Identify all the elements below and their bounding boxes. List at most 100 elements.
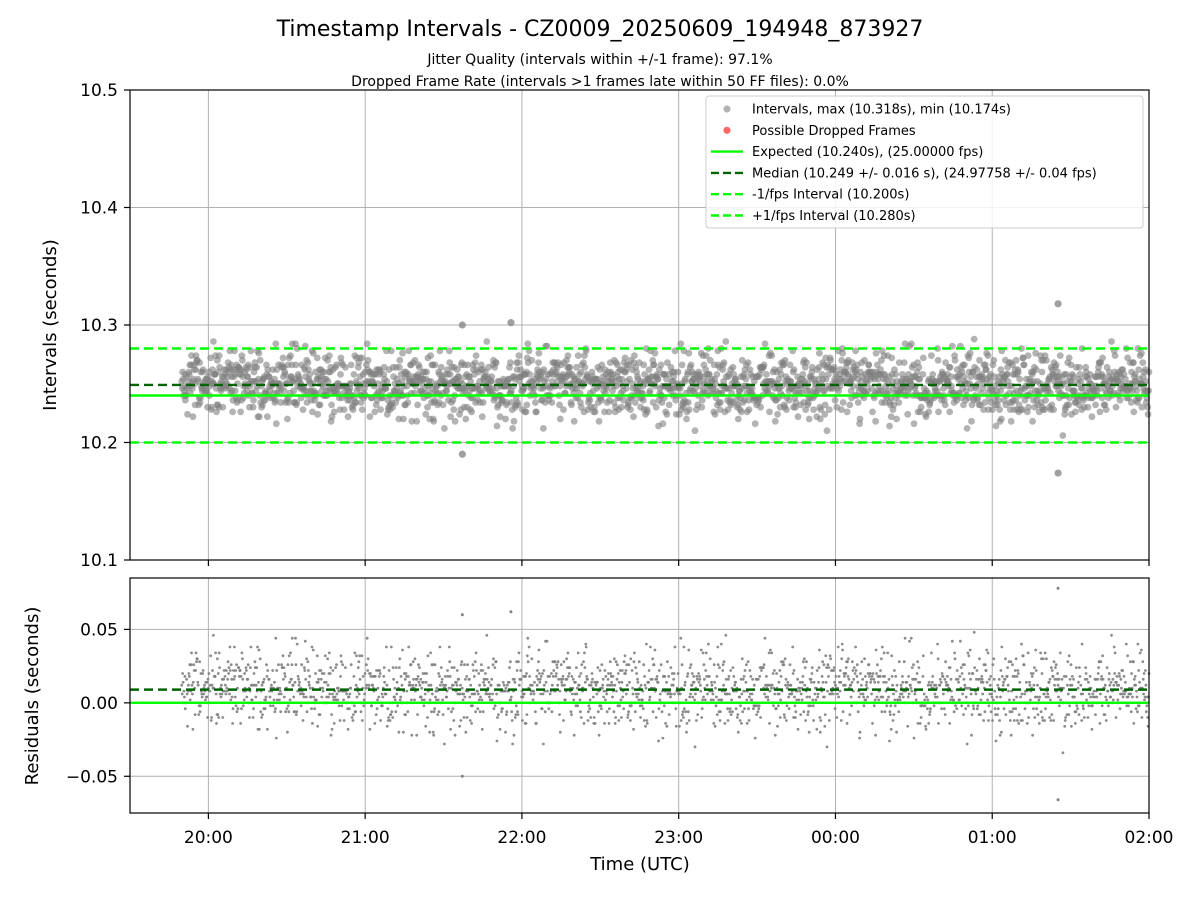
interval-point [951,356,959,364]
interval-point [1043,356,1050,364]
residual-point [339,675,342,678]
residual-point [441,698,444,702]
residual-point [445,695,448,699]
residual-point [982,719,985,722]
residuals-plot: −0.050.000.05 20:00 21:00 22:00 23:00 00:00 0… [22,577,1174,875]
residual-point [371,683,374,687]
residual-point [306,660,310,664]
residual-point [620,669,624,672]
residual-point [490,698,494,702]
residual-point [1144,669,1147,672]
residual-point [469,683,473,687]
residual-point [302,692,305,696]
residual-point [477,672,481,675]
residual-point [411,683,415,687]
residual-point [826,689,829,693]
residual-point [958,698,961,702]
residual-point [669,695,672,699]
interval-point [556,415,564,423]
interval-point [783,406,790,413]
residual-point [377,695,381,699]
residual-point [422,680,425,684]
residual-point [332,722,336,725]
residual-point [864,675,867,678]
residual-point [909,683,912,687]
residual-point [1017,722,1021,725]
residual-point [786,680,790,684]
interval-point [1018,345,1025,352]
residual-point [957,680,960,684]
interval-point [416,363,423,371]
residual-point [1025,680,1028,684]
residual-point [447,686,451,690]
residual-point [209,654,213,658]
residual-point [1117,683,1121,687]
residual-point [281,654,285,658]
residual-point [260,683,264,687]
residual-point [303,669,307,672]
residual-point [575,686,579,690]
residual-point [412,677,415,681]
residual-point [515,669,519,672]
interval-point [744,359,752,366]
residual-point [859,672,862,675]
residual-point [662,704,666,708]
residual-point [924,724,927,728]
interval-point [893,415,900,423]
interval-point [837,406,845,413]
residual-point [768,722,771,725]
residual-point [864,698,868,702]
residual-point [655,677,659,681]
residual-point [670,692,673,696]
residual-point [315,698,318,702]
residual-point [452,719,456,722]
residual-point [347,695,351,699]
residual-point [1142,692,1145,696]
interval-point [1059,432,1067,439]
residual-point [730,698,733,702]
residual-point [468,677,471,681]
interval-point [574,352,582,359]
residual-point [327,695,330,699]
residual-point [710,683,714,687]
residual-point [449,686,453,690]
intervals-y-tick-label: 10.1 [80,551,118,571]
residual-point [601,683,605,687]
residual-point [898,698,902,702]
residual-point [225,686,229,690]
interval-point [702,352,710,359]
residual-point [596,666,600,669]
residual-point [256,645,259,649]
residual-point [585,675,589,678]
interval-point [411,356,419,364]
residual-point [288,680,292,684]
residual-point [909,686,913,690]
residual-point [294,636,297,640]
residual-point [1048,716,1051,719]
interval-point [1038,368,1046,376]
interval-point [532,408,540,416]
residual-point [561,677,564,681]
residual-point [241,704,245,708]
residual-point [422,704,426,708]
residual-point [414,683,418,687]
residual-point [980,675,984,678]
residual-point [895,730,898,734]
residual-point [686,710,690,714]
residual-point [846,660,849,664]
residual-point [264,695,268,699]
residual-point [220,692,224,696]
residual-point [337,704,341,708]
interval-point [522,408,530,416]
interval-point [981,399,989,406]
residual-point [1146,716,1150,719]
interval-point [856,415,864,423]
residual-point [914,677,918,681]
residual-point [861,692,865,696]
residual-point [1130,672,1133,675]
residual-point [539,692,543,696]
residual-point [843,675,846,678]
residual-point [561,675,565,678]
residual-point [781,660,785,664]
interval-point [371,408,379,416]
